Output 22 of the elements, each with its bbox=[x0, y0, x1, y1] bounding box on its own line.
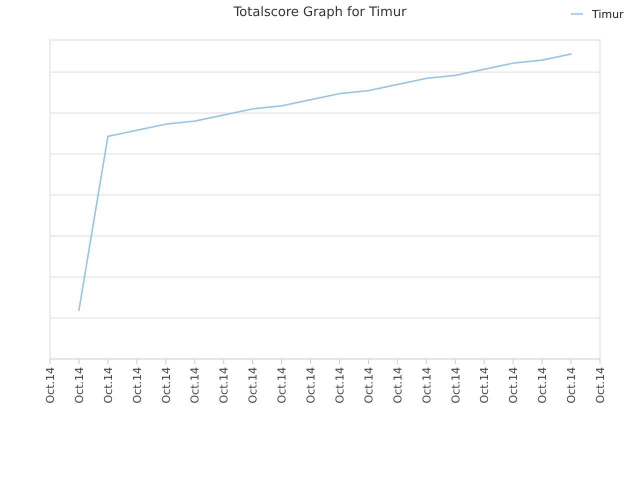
x-tick-label: Oct.14 bbox=[218, 367, 231, 404]
x-tick-label: Oct.14 bbox=[72, 367, 86, 404]
x-tick-label: Oct.14 bbox=[420, 367, 434, 404]
x-tick-label: Oct.14 bbox=[160, 367, 173, 404]
x-tick-label: Oct.14 bbox=[304, 367, 318, 404]
x-tick-label: Oct.14 bbox=[391, 367, 404, 404]
x-tick-label: Oct.14 bbox=[507, 367, 520, 404]
x-tick-label: Oct.14 bbox=[276, 367, 289, 404]
x-tick-label: Oct.14 bbox=[565, 367, 578, 404]
x-tick-label: Oct.14 bbox=[449, 367, 462, 404]
x-tick-label: Oct.14 bbox=[536, 367, 550, 404]
x-tick-label: Oct.14 bbox=[44, 367, 57, 404]
x-tick-label: Oct.14 bbox=[102, 367, 115, 404]
x-tick-label: Oct.14 bbox=[130, 367, 144, 404]
x-tick-label: Oct.14 bbox=[188, 367, 202, 404]
x-tick-label: Oct.14 bbox=[246, 367, 260, 404]
legend-label: Timur bbox=[591, 8, 624, 21]
x-tick-label: Oct.14 bbox=[594, 367, 607, 404]
x-tick-label: Oct.14 bbox=[333, 367, 346, 404]
x-tick-label: Oct.14 bbox=[362, 367, 376, 404]
x-tick-label: Oct.14 bbox=[478, 367, 492, 404]
chart-title: Totalscore Graph for Timur bbox=[232, 5, 408, 20]
